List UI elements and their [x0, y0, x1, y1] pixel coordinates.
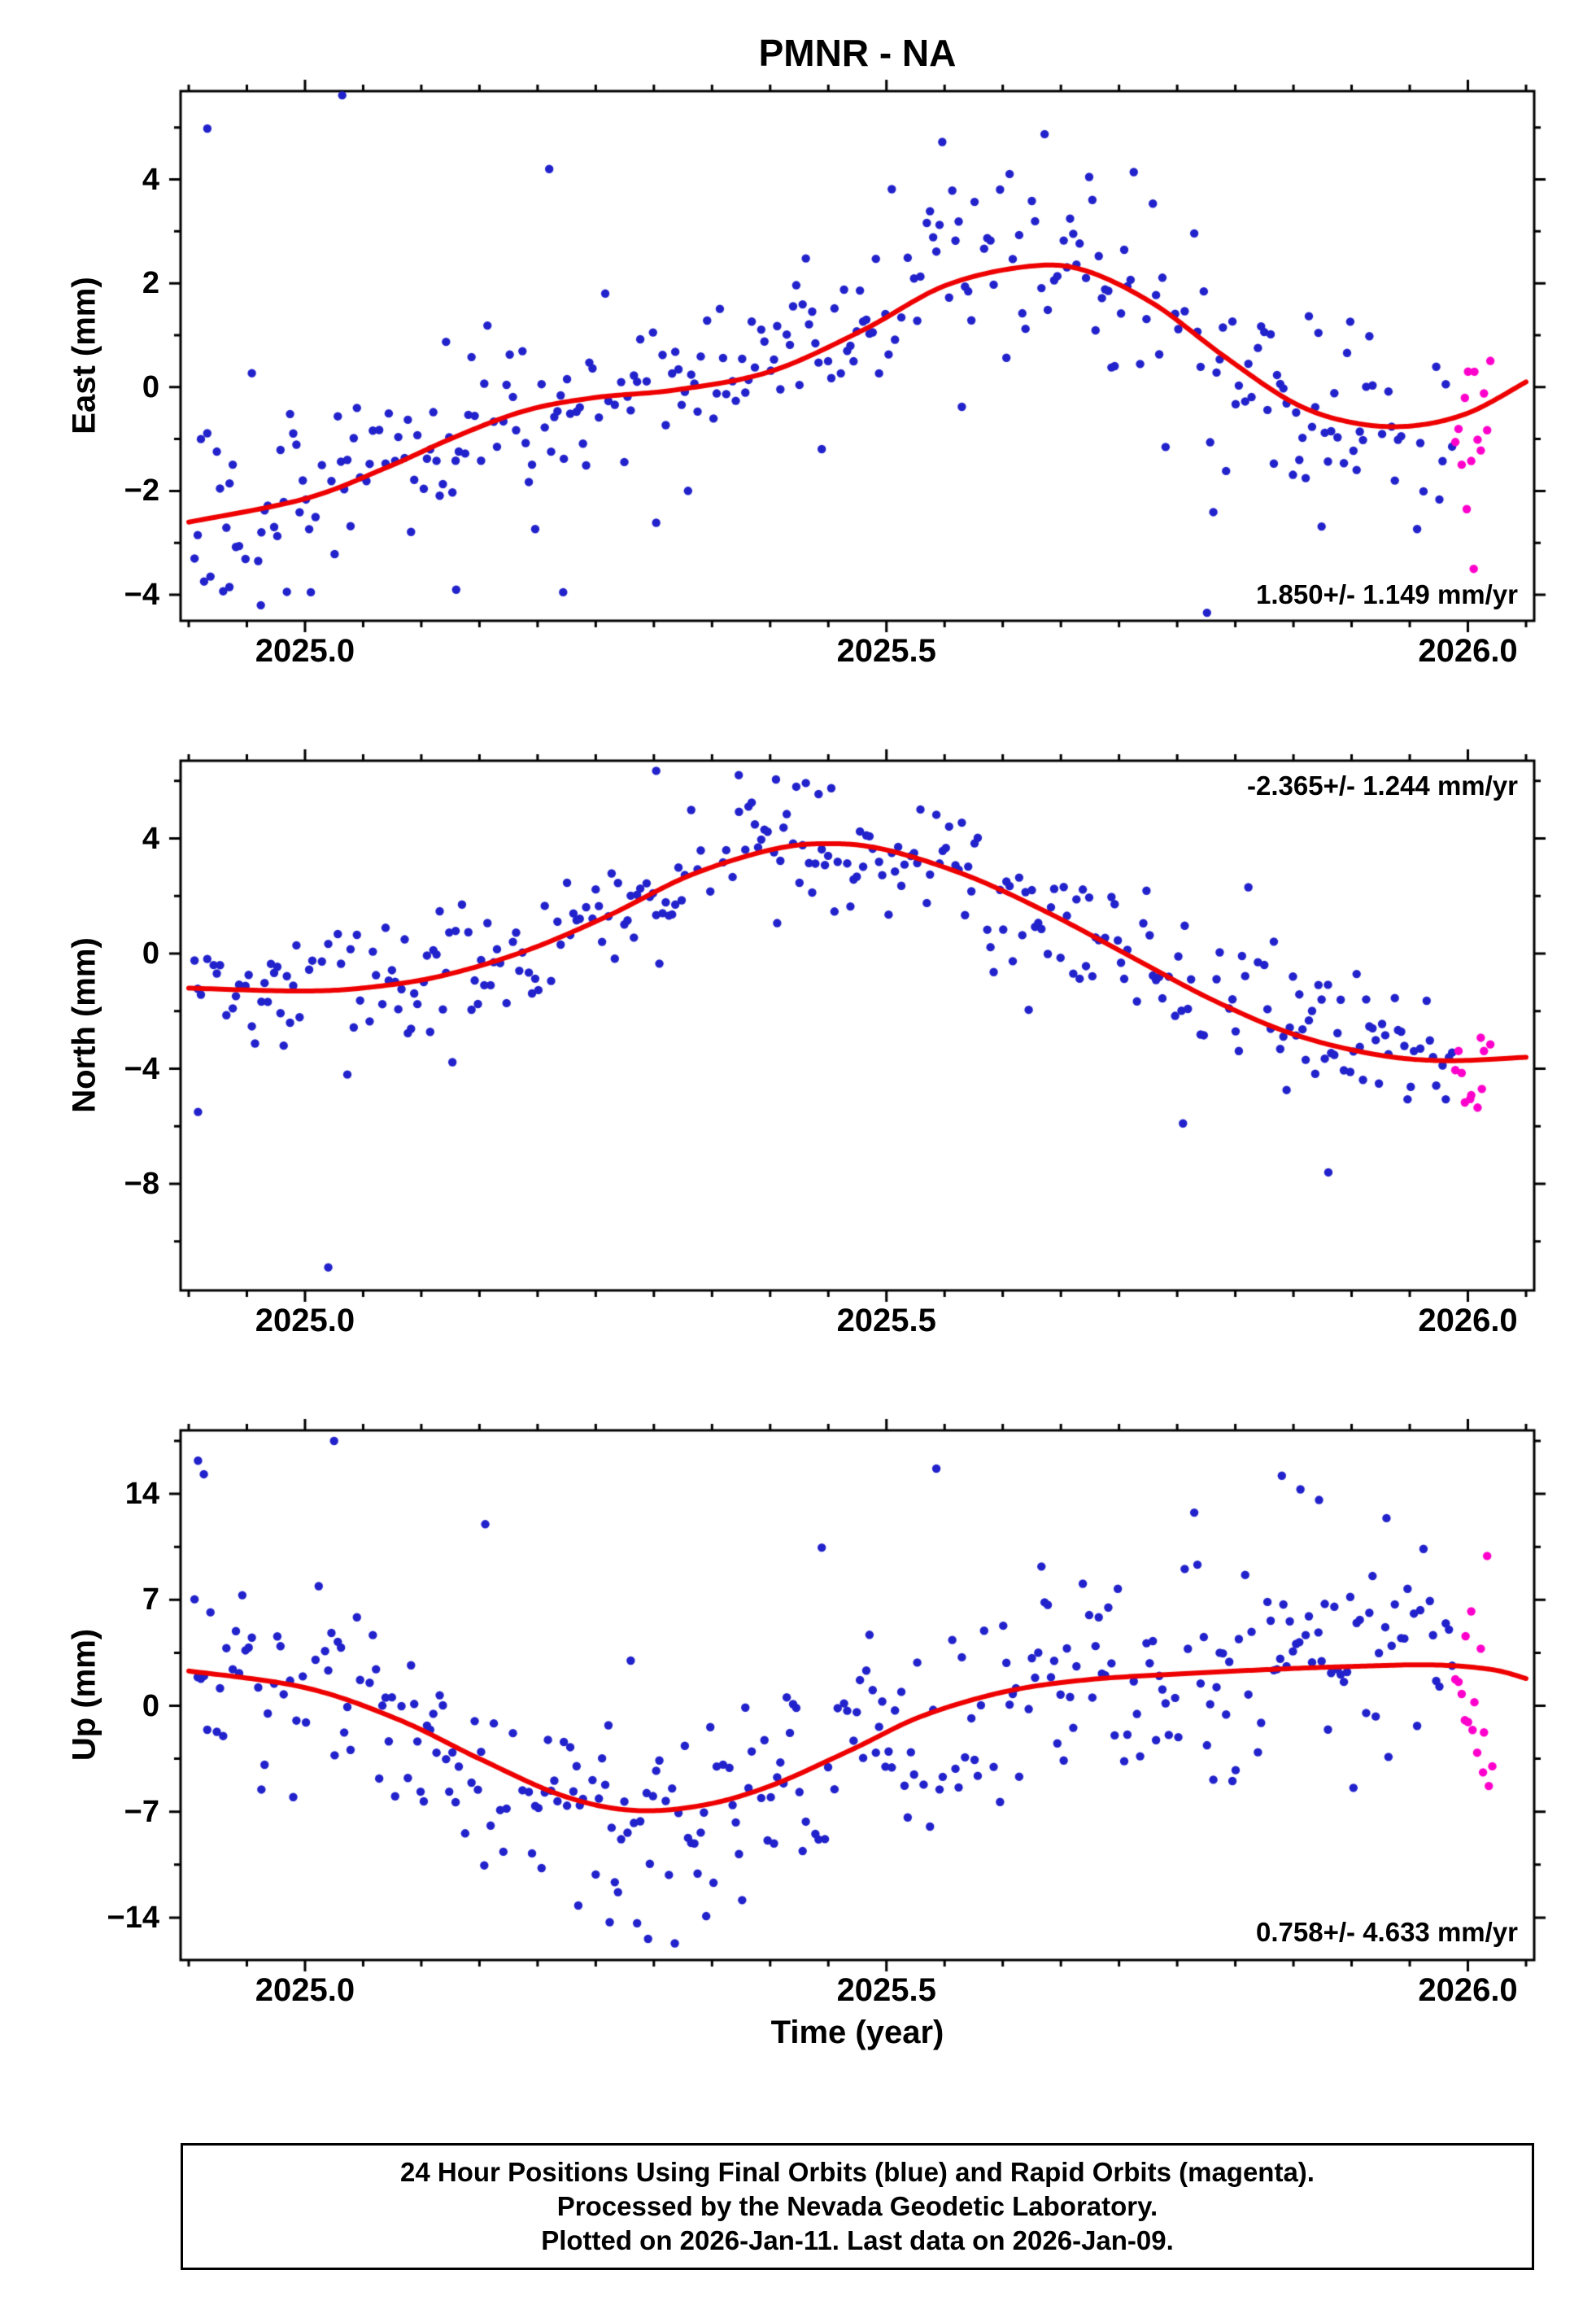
- y-tick-label: 0: [142, 1688, 159, 1723]
- x-tick-label: 2026.0: [1418, 1303, 1518, 1338]
- footer-line: 24 Hour Positions Using Final Orbits (bl…: [400, 2157, 1315, 2187]
- x-tick-label: 2026.0: [1418, 633, 1518, 669]
- x-tick-label: 2026.0: [1418, 1972, 1518, 2008]
- y-tick-label: 4: [142, 821, 159, 856]
- x-tick-label: 2025.0: [255, 1303, 355, 1338]
- y-tick-label: −14: [107, 1900, 159, 1935]
- y-tick-label: 14: [124, 1477, 159, 1512]
- rate-annotation-east: 1.850+/- 1.149 mm/yr: [1256, 579, 1518, 609]
- x-axis-label: Time (year): [770, 2015, 944, 2050]
- x-tick-label: 2025.0: [255, 1972, 355, 2008]
- rate-annotation-up: 0.758+/- 4.633 mm/yr: [1256, 1917, 1518, 1947]
- y-tick-label: 4: [142, 162, 159, 197]
- y-tick-label: −4: [124, 578, 159, 613]
- y-tick-label: −7: [124, 1794, 159, 1829]
- y-tick-label: −8: [124, 1167, 159, 1202]
- y-tick-label: 0: [142, 369, 159, 404]
- footer-note: 24 Hour Positions Using Final Orbits (bl…: [181, 2143, 1534, 2270]
- x-tick-label: 2025.5: [836, 1303, 936, 1338]
- y-tick-label: −2: [124, 474, 159, 509]
- rate-annotation-north: -2.365+/- 1.244 mm/yr: [1247, 771, 1518, 801]
- y-tick-label: −4: [124, 1051, 159, 1086]
- x-tick-label: 2025.5: [836, 633, 936, 669]
- x-tick-label: 2025.5: [836, 1972, 936, 2008]
- x-tick-label: 2025.0: [255, 633, 355, 669]
- y-axis-label-east: East (mm): [66, 277, 102, 434]
- y-tick-label: 0: [142, 936, 159, 971]
- y-tick-label: 2: [142, 266, 159, 301]
- y-tick-label: 7: [142, 1583, 159, 1617]
- footer-line: Plotted on 2026-Jan-11. Last data on 202…: [541, 2225, 1174, 2255]
- footer-line: Processed by the Nevada Geodetic Laborat…: [556, 2191, 1158, 2221]
- chart-title: PMNR - NA: [758, 32, 957, 74]
